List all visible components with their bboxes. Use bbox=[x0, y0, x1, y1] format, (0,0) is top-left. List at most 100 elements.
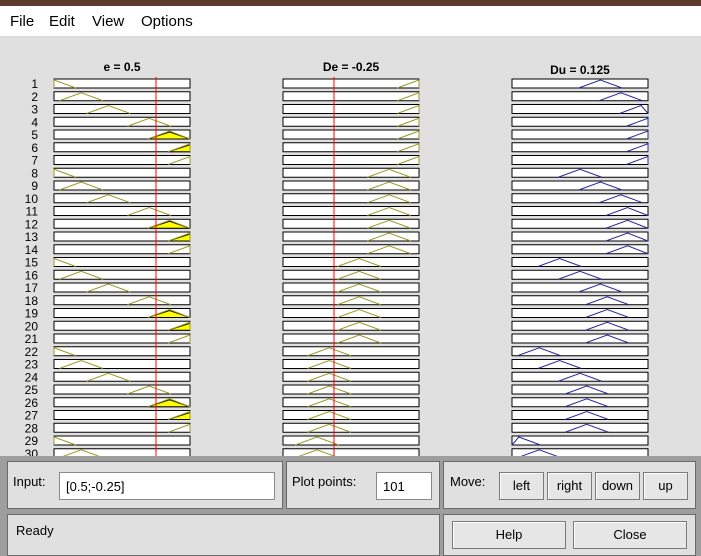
mf-line bbox=[619, 104, 649, 114]
move-up-button[interactable]: up bbox=[643, 472, 688, 500]
mf-line bbox=[53, 257, 76, 267]
mf-line bbox=[626, 117, 649, 127]
menu-view[interactable]: View bbox=[92, 13, 125, 30]
menu-file[interactable]: File bbox=[10, 13, 35, 30]
rule-row-box bbox=[511, 218, 649, 229]
mf-line bbox=[59, 270, 104, 280]
mf-line bbox=[59, 359, 104, 369]
mf-line bbox=[53, 168, 76, 178]
mf-line bbox=[127, 117, 172, 127]
panel-title-de: De = -0.25 bbox=[323, 60, 380, 74]
mf-line bbox=[337, 270, 382, 280]
mf-line bbox=[598, 92, 643, 102]
rule-number: 5 bbox=[31, 128, 38, 142]
mf-line bbox=[598, 194, 643, 204]
mf-line bbox=[168, 321, 191, 331]
mf-line bbox=[397, 92, 420, 102]
mf-line bbox=[367, 194, 412, 204]
mf-line bbox=[518, 449, 561, 457]
rule-row-box bbox=[511, 78, 649, 89]
mf-line bbox=[564, 385, 609, 395]
mf-line bbox=[337, 283, 382, 293]
rule-number: 10 bbox=[25, 192, 39, 206]
rule-row-box bbox=[53, 142, 191, 153]
rule-row-box bbox=[53, 320, 191, 331]
mf-line bbox=[127, 385, 172, 395]
plot-points-field[interactable]: 101 bbox=[376, 472, 432, 500]
rule-row-box bbox=[511, 359, 649, 369]
rule-number: 1 bbox=[31, 77, 38, 91]
rule-row-box bbox=[282, 129, 420, 140]
rule-row-box bbox=[511, 269, 649, 280]
menu-options[interactable]: Options bbox=[141, 13, 193, 30]
rule-number: 22 bbox=[25, 345, 39, 359]
plot-points-label: Plot points: bbox=[292, 474, 357, 489]
mf-line bbox=[626, 130, 649, 140]
rule-row-box bbox=[511, 91, 649, 102]
mf-line bbox=[307, 372, 352, 382]
mf-line bbox=[517, 347, 562, 357]
rule-number: 16 bbox=[25, 268, 39, 282]
mf-line bbox=[626, 155, 649, 165]
action-frame: Help Close bbox=[443, 514, 696, 556]
rule-row-box bbox=[511, 167, 649, 178]
rule-number: 18 bbox=[25, 294, 39, 308]
input-field[interactable]: [0.5;-0.25] bbox=[59, 472, 275, 500]
rule-number: 20 bbox=[25, 319, 39, 333]
rule-row-box bbox=[511, 244, 649, 255]
rule-number: 11 bbox=[26, 205, 39, 219]
rule-row-box bbox=[511, 180, 649, 191]
rule-number: 13 bbox=[25, 230, 39, 244]
rule-row-box bbox=[511, 320, 649, 331]
rule-number: 14 bbox=[25, 243, 39, 257]
mf-line bbox=[147, 219, 191, 229]
rule-number: 12 bbox=[25, 217, 39, 231]
close-button[interactable]: Close bbox=[573, 521, 687, 549]
rule-row-box bbox=[511, 257, 649, 267]
rule-row-box bbox=[282, 91, 420, 102]
rule-number: 26 bbox=[25, 396, 39, 410]
mf-line bbox=[53, 436, 76, 446]
input-frame: Input: [0.5;-0.25] bbox=[7, 461, 283, 509]
mf-line bbox=[558, 270, 602, 280]
status-frame: Ready bbox=[7, 514, 440, 556]
panel-title-du: Du = 0.125 bbox=[550, 63, 610, 77]
mf-line bbox=[168, 155, 191, 165]
rule-row-box bbox=[282, 206, 420, 216]
mf-line bbox=[558, 168, 602, 178]
rule-number: 17 bbox=[25, 281, 39, 295]
rule-row-box bbox=[53, 308, 191, 318]
rule-row-box bbox=[511, 371, 649, 382]
mf-line bbox=[558, 372, 602, 382]
rule-row-box bbox=[53, 193, 191, 204]
mf-line bbox=[585, 334, 630, 344]
mf-line bbox=[578, 79, 623, 89]
mf-line bbox=[53, 347, 76, 357]
rule-row-box bbox=[53, 295, 191, 306]
mf-line bbox=[578, 283, 623, 293]
mf-line bbox=[397, 79, 420, 89]
mf-line bbox=[585, 308, 630, 318]
rule-number: 6 bbox=[31, 141, 38, 155]
mf-line bbox=[564, 410, 609, 420]
rule-row-box bbox=[511, 333, 649, 344]
help-button[interactable]: Help bbox=[452, 521, 566, 549]
rule-row-box bbox=[282, 78, 420, 89]
title-strip bbox=[0, 0, 701, 6]
mf-line bbox=[168, 143, 191, 153]
plot-points-frame: Plot points: 101 bbox=[286, 461, 440, 509]
mf-line bbox=[537, 359, 582, 369]
rule-row-box bbox=[511, 346, 649, 357]
move-down-button[interactable]: down bbox=[595, 472, 640, 500]
move-left-button[interactable]: left bbox=[499, 472, 544, 500]
move-right-button[interactable]: right bbox=[547, 472, 592, 500]
rule-row-box bbox=[282, 346, 420, 357]
menu-edit[interactable]: Edit bbox=[49, 13, 75, 30]
mf-line bbox=[86, 283, 131, 293]
rule-number: 25 bbox=[25, 383, 39, 397]
mf-line bbox=[307, 410, 352, 420]
mf-line bbox=[367, 232, 412, 242]
rule-row-box bbox=[282, 359, 420, 369]
rule-row-box bbox=[282, 371, 420, 382]
